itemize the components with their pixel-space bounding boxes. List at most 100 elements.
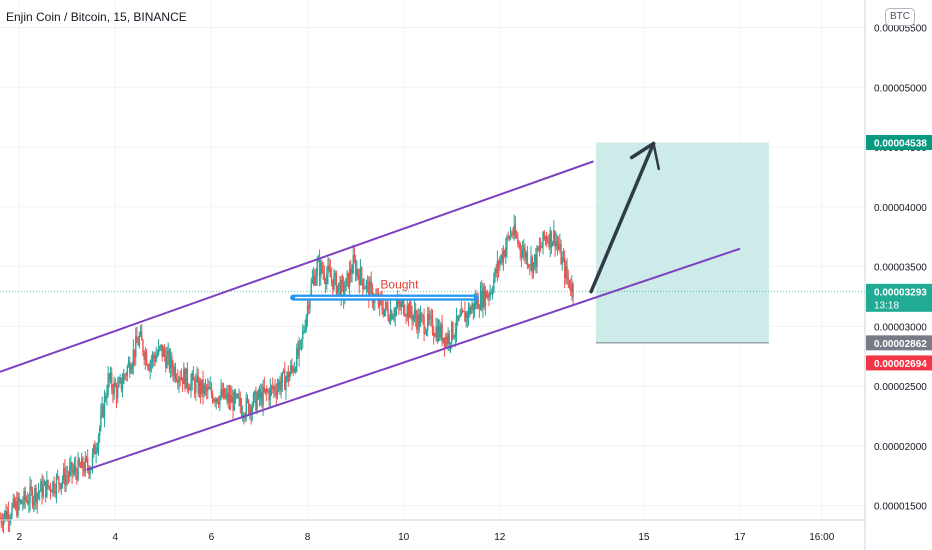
candle — [150, 355, 153, 373]
candle — [382, 299, 384, 318]
candle-body — [548, 240, 550, 248]
price-axis-label: 0.00003000 — [874, 322, 927, 333]
candle — [50, 489, 53, 493]
candle-body — [419, 315, 422, 327]
candle-body — [442, 337, 445, 342]
candle — [119, 374, 121, 384]
candle-body — [298, 342, 300, 357]
candle — [252, 391, 255, 408]
candle-body — [278, 381, 280, 388]
candle-body — [74, 465, 77, 472]
candle-body — [384, 302, 387, 309]
candle-body — [413, 310, 416, 316]
candle-body — [466, 312, 469, 318]
candle-body — [497, 261, 500, 268]
candle-body — [183, 369, 185, 385]
candle-body — [523, 247, 525, 252]
candle — [318, 249, 321, 287]
candle — [461, 308, 464, 314]
candle-body — [46, 480, 48, 497]
currency-button[interactable]: BTC — [885, 8, 915, 26]
candle-body — [483, 287, 485, 307]
candle-body — [357, 269, 359, 276]
candle — [127, 356, 130, 368]
candle — [83, 461, 85, 476]
candle — [350, 259, 352, 283]
candle-body — [531, 256, 533, 273]
candle — [275, 383, 278, 405]
candle — [138, 331, 141, 349]
candle-body — [332, 279, 334, 290]
time-axis-label: 6 — [209, 532, 215, 543]
candle — [226, 384, 228, 405]
candle-body — [117, 386, 119, 399]
candle — [129, 356, 131, 378]
candle-body — [35, 487, 37, 504]
candle — [437, 319, 440, 343]
candle-body — [389, 310, 392, 323]
candle-body — [100, 413, 102, 428]
candle — [420, 311, 423, 323]
candle — [49, 482, 52, 500]
candle-body — [18, 497, 20, 503]
candle-body — [157, 346, 160, 354]
candle-body — [496, 261, 499, 274]
candle — [192, 365, 195, 381]
candle-body — [451, 322, 453, 343]
candle-body — [305, 316, 308, 329]
candle-body — [269, 386, 272, 400]
candle — [455, 307, 458, 343]
candle-body — [25, 500, 28, 501]
candle-body — [348, 269, 351, 288]
candle-body — [24, 491, 26, 501]
candle — [571, 275, 573, 301]
candle — [429, 310, 431, 326]
candle — [414, 302, 417, 327]
candle-body — [84, 457, 86, 473]
candle-body — [257, 390, 259, 399]
candle-body — [173, 367, 175, 376]
candle-body — [217, 402, 220, 405]
candle — [348, 261, 351, 295]
candle — [43, 479, 46, 486]
candle-body — [273, 386, 275, 390]
candle-body — [203, 384, 205, 394]
candle-body — [344, 290, 346, 299]
candle-body — [70, 462, 72, 468]
candle-body — [72, 470, 74, 474]
candle — [511, 230, 513, 238]
candle-body — [330, 277, 333, 280]
candle-body — [488, 295, 490, 297]
candle — [36, 492, 38, 514]
candle — [103, 389, 106, 428]
candle-body — [165, 355, 167, 368]
candle — [320, 258, 322, 286]
candle-body — [453, 336, 455, 338]
candle-body — [529, 265, 531, 267]
candle — [148, 363, 150, 372]
candle-body — [109, 373, 112, 380]
candle — [263, 376, 266, 394]
candle-body — [445, 336, 447, 347]
candle-body — [569, 287, 572, 293]
candle — [513, 214, 515, 241]
candle-body — [30, 486, 32, 491]
candle — [215, 397, 217, 410]
candle-body — [560, 244, 562, 265]
candle — [95, 443, 97, 464]
candle-body — [28, 502, 30, 504]
price-label-bg — [866, 355, 932, 371]
candle — [237, 392, 239, 399]
candle-body — [452, 322, 454, 338]
candle — [73, 457, 76, 476]
candle — [334, 270, 336, 286]
candle — [508, 235, 511, 242]
candle — [48, 485, 50, 491]
candle — [314, 269, 316, 287]
candle — [191, 370, 193, 391]
candle — [13, 494, 16, 509]
candle-body — [43, 481, 46, 486]
candle-body — [87, 458, 89, 468]
candle-body — [519, 243, 521, 252]
